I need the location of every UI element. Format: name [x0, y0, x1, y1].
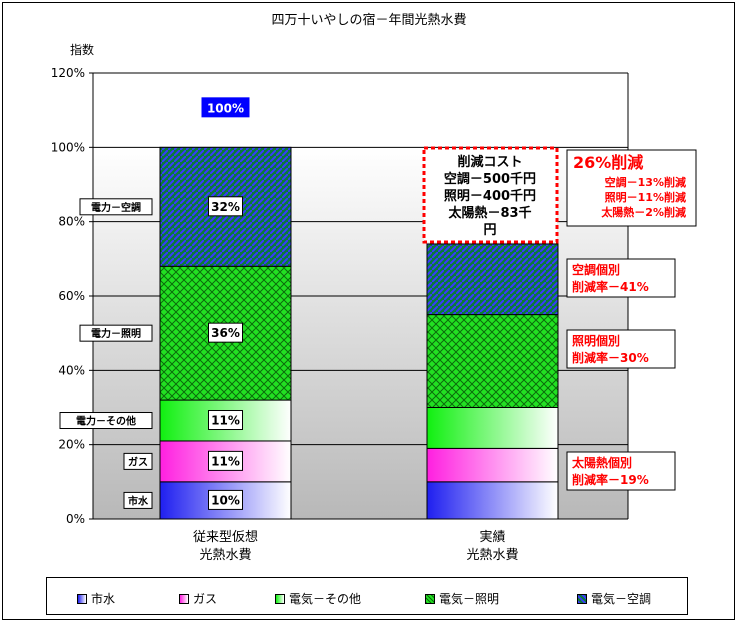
series-side-label: 電力－照明	[91, 327, 141, 340]
x-category-label: 光熱水費	[466, 548, 518, 563]
bar-segment-water	[426, 481, 559, 520]
series-side-label-box	[123, 491, 153, 509]
data-label: 11%	[211, 414, 240, 428]
aircon-reduction-box	[566, 258, 676, 298]
bar-segment-electric-lighting	[426, 314, 559, 409]
cost-reduction-line: 円	[483, 223, 496, 238]
legend-swatch	[275, 593, 285, 604]
legend-label: 電気－照明	[439, 592, 500, 606]
legend-label: 電気－その他	[289, 592, 362, 606]
legend-item: 電気－空調	[577, 590, 651, 607]
lighting-reduction-box	[566, 329, 676, 369]
total-badge	[201, 97, 250, 118]
y-tick-label: 100%	[51, 140, 85, 154]
series-side-label: ガス	[128, 455, 148, 468]
y-tick-label: 80%	[58, 215, 85, 229]
series-side-label: 電力－空調	[91, 201, 141, 214]
series-side-label-box	[79, 198, 153, 216]
data-label: 36%	[211, 326, 240, 340]
chart-title: 四万十いやしの宿－年間光熱水費	[271, 12, 466, 28]
y-tick-label: 60%	[58, 289, 85, 303]
cost-reduction-line: 削減コスト	[457, 154, 522, 170]
total-reduction-box	[566, 149, 697, 227]
solar-reduction-line: 削減率－19%	[572, 472, 649, 487]
legend-label: ガス	[193, 592, 218, 606]
data-label: 11%	[211, 454, 240, 468]
lighting-reduction-line: 削減率－30%	[572, 350, 649, 365]
legend-swatch	[425, 593, 435, 604]
legend-swatch	[77, 593, 87, 604]
solar-reduction-line: 太陽熱個別	[572, 455, 632, 470]
data-label-box	[208, 489, 243, 510]
total-reduction-line: 照明－11%削減	[605, 190, 686, 204]
data-label-box	[208, 450, 243, 471]
total-label: 100%	[207, 101, 244, 115]
total-reduction-line: 太陽熱－2%削減	[600, 205, 686, 219]
legend-item: 電気－照明	[425, 590, 499, 607]
total-reduction-title: 26%削減	[573, 153, 643, 172]
x-category-label: 従来型仮想	[193, 529, 258, 545]
data-label: 32%	[211, 200, 240, 214]
aircon-reduction-line: 削減率－41%	[572, 279, 649, 294]
legend-label: 市水	[91, 592, 116, 606]
cost-reduction-line: 空調－500千円	[444, 171, 536, 187]
y-tick-label: 40%	[58, 363, 85, 377]
series-side-label-box	[123, 452, 153, 470]
legend-swatch	[179, 593, 189, 604]
series-side-label-box	[59, 412, 153, 430]
x-category-label: 光熱水費	[199, 548, 251, 563]
cost-reduction-line: 照明－400千円	[444, 188, 536, 204]
bar-segment-electric-other	[426, 407, 559, 449]
cost-reduction-line: 太陽熱－83千	[447, 205, 531, 221]
data-label-box	[208, 196, 243, 217]
series-side-label-box	[79, 324, 153, 342]
legend-label: 電気－空調	[591, 592, 652, 606]
solar-reduction-box	[566, 451, 676, 491]
y-tick-label: 0%	[66, 512, 85, 526]
y-tick-label: 20%	[58, 438, 85, 452]
lighting-reduction-line: 照明個別	[572, 333, 620, 348]
cost-reduction-box	[422, 146, 559, 244]
legend-item: 電気－その他	[275, 590, 361, 607]
series-side-label: 市水	[128, 494, 149, 507]
x-category-label: 実績	[479, 529, 505, 545]
total-reduction-line: 空調－13%削減	[605, 175, 686, 189]
bar-segment-electric-aircon	[426, 243, 559, 316]
legend-item: 市水	[77, 590, 115, 607]
legend-item: ガス	[179, 590, 217, 607]
data-label-box	[208, 410, 243, 431]
aircon-reduction-line: 空調個別	[572, 262, 620, 277]
legend-swatch	[577, 593, 587, 604]
y-tick-label: 120%	[51, 66, 85, 80]
legend: 市水 ガス 電気－その他 電気－照明 電気－空調	[46, 577, 688, 615]
bar-segment-gas	[426, 447, 559, 483]
data-label: 10%	[211, 493, 240, 507]
y-axis-label: 指数	[70, 42, 94, 57]
data-label-box	[208, 322, 243, 343]
series-side-label: 電力－その他	[76, 415, 136, 428]
